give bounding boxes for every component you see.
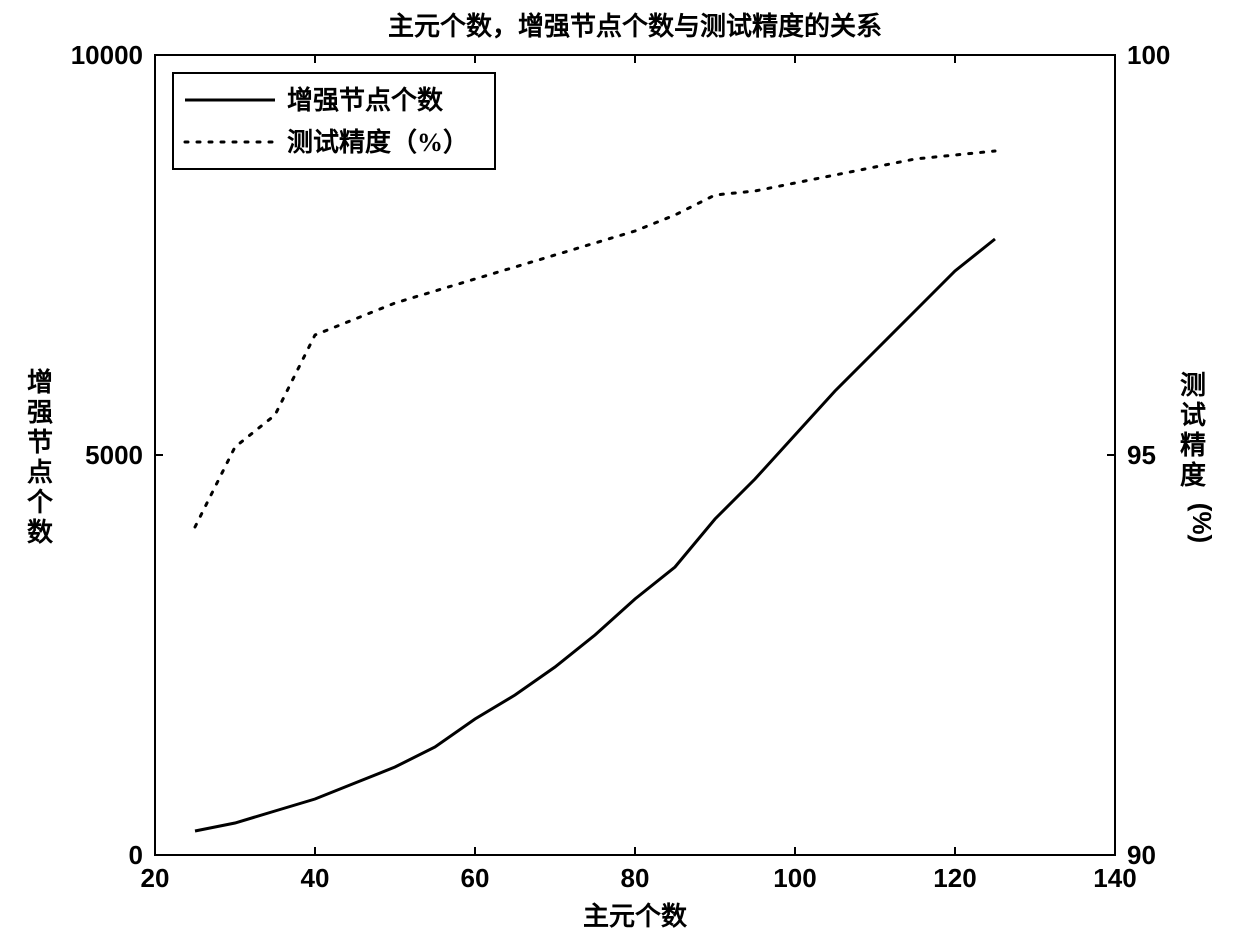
dual-axis-line-chart: 2040608010012014005000100009095100主元个数，增… bbox=[0, 0, 1240, 933]
y-left-tick-label: 10000 bbox=[71, 40, 143, 70]
x-tick-label: 60 bbox=[461, 863, 490, 893]
y-right-axis-label-char: 试 bbox=[1180, 401, 1206, 430]
y-right-axis-label-char: 测 bbox=[1180, 371, 1206, 400]
x-tick-label: 100 bbox=[773, 863, 816, 893]
series-solid-line bbox=[195, 239, 995, 831]
y-left-axis-label-char: 个 bbox=[27, 488, 54, 517]
y-right-tick-label: 100 bbox=[1127, 40, 1170, 70]
series-dotted-line bbox=[195, 151, 995, 527]
y-left-axis-label-char: 强 bbox=[27, 398, 53, 427]
y-left-axis-label-char: 数 bbox=[27, 518, 54, 547]
legend-entry-solid-label: 增强节点个数 bbox=[287, 85, 444, 115]
y-left-tick-label: 5000 bbox=[85, 440, 143, 470]
y-right-tick-label: 90 bbox=[1127, 840, 1156, 870]
plot-box bbox=[155, 55, 1115, 855]
y-right-axis-label-tail: (%) bbox=[1187, 503, 1217, 543]
y-left-tick-label: 0 bbox=[129, 840, 143, 870]
chart-container: 2040608010012014005000100009095100主元个数，增… bbox=[0, 0, 1240, 933]
y-left-axis-label-char: 增 bbox=[27, 367, 53, 397]
y-right-tick-label: 95 bbox=[1127, 440, 1156, 470]
x-tick-label: 120 bbox=[933, 863, 976, 893]
x-tick-label: 20 bbox=[141, 863, 170, 893]
x-axis-label: 主元个数 bbox=[583, 902, 688, 931]
legend-entry-dotted-label: 测试精度（%） bbox=[287, 127, 469, 157]
y-left-axis-label-char: 点 bbox=[27, 457, 53, 487]
x-tick-label: 40 bbox=[301, 863, 330, 893]
y-right-axis-label-char: 度 bbox=[1180, 460, 1206, 490]
y-right-axis-label-char: 精 bbox=[1180, 431, 1206, 460]
x-tick-label: 80 bbox=[621, 863, 650, 893]
y-left-axis-label-char: 节 bbox=[27, 428, 53, 457]
chart-title: 主元个数，增强节点个数与测试精度的关系 bbox=[388, 11, 882, 41]
